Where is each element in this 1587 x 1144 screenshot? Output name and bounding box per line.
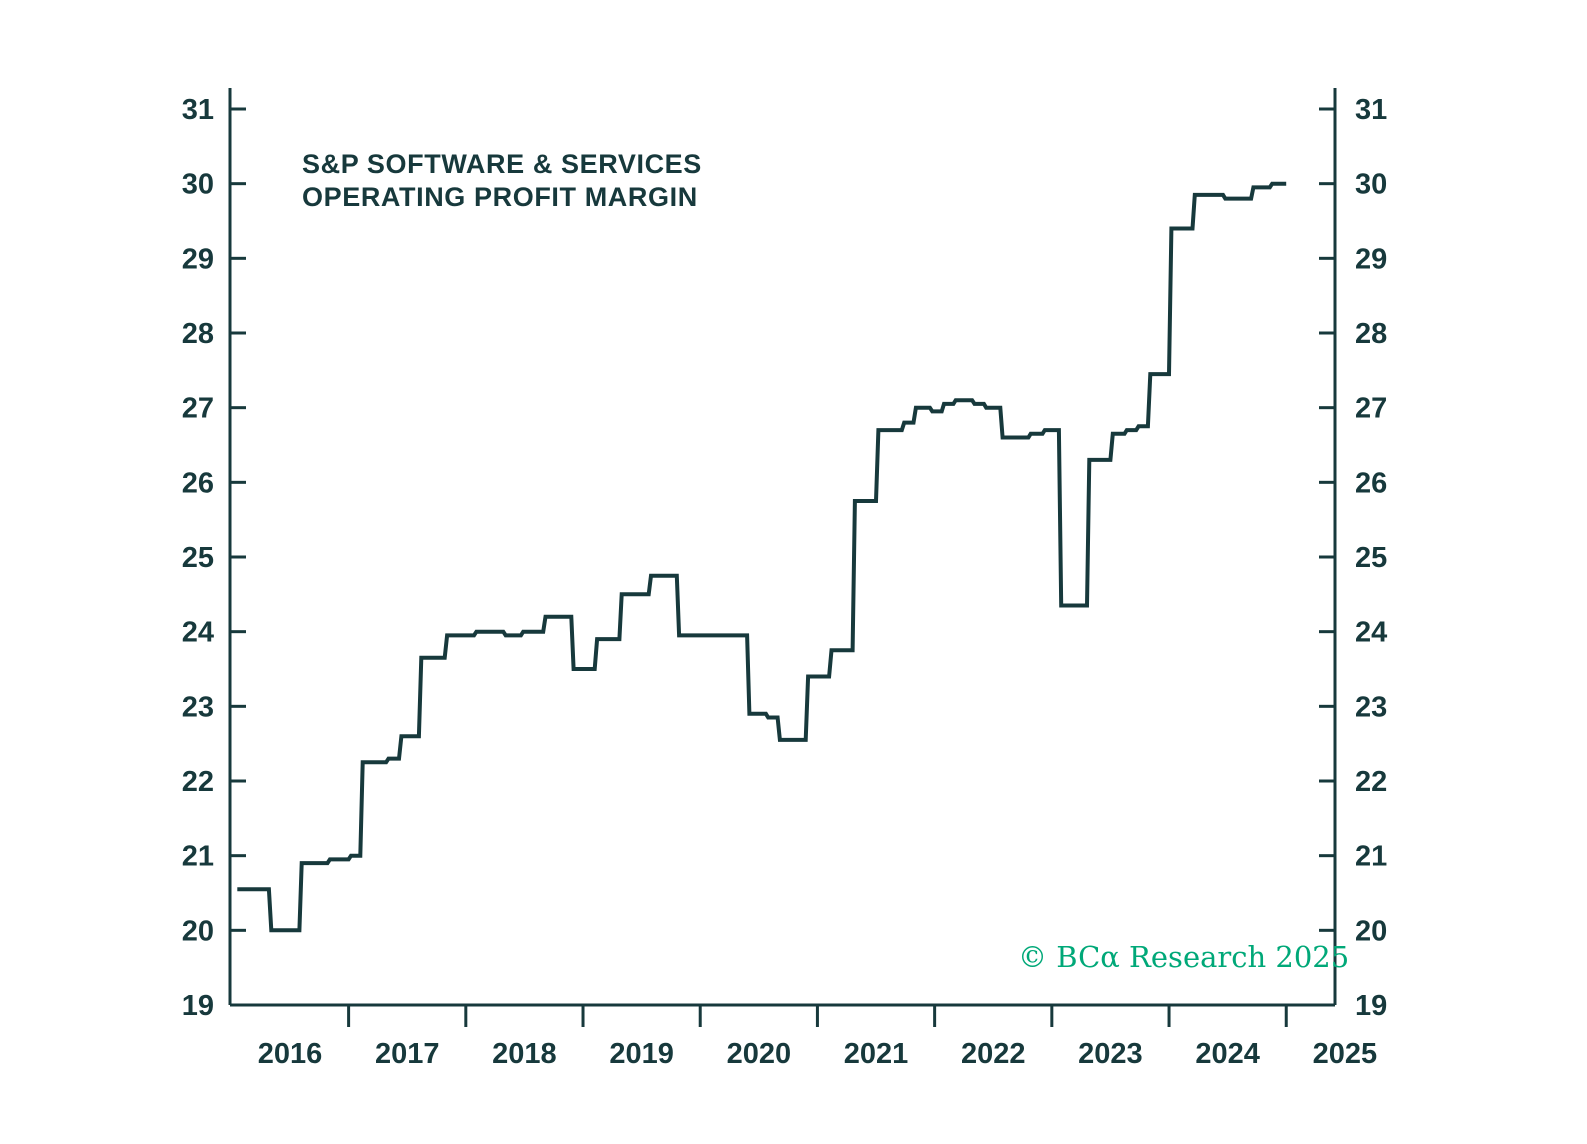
- svg-text:2022: 2022: [961, 1038, 1026, 1070]
- chart-title: S&P SOFTWARE & SERVICES OPERATING PROFIT…: [302, 148, 702, 214]
- svg-text:31: 31: [182, 94, 214, 126]
- svg-text:27: 27: [182, 393, 214, 425]
- y-axis-ticks: [230, 107, 1335, 1007]
- svg-text:27: 27: [1355, 393, 1387, 425]
- x-axis-ticks: [347, 1005, 1288, 1027]
- svg-text:21: 21: [182, 841, 214, 873]
- svg-text:24: 24: [182, 617, 214, 649]
- svg-text:30: 30: [182, 169, 214, 201]
- svg-text:23: 23: [182, 691, 214, 723]
- svg-text:21: 21: [1355, 841, 1387, 873]
- svg-text:24: 24: [1355, 617, 1387, 649]
- svg-text:30: 30: [1355, 169, 1387, 201]
- svg-text:22: 22: [182, 766, 214, 798]
- svg-text:29: 29: [182, 243, 214, 275]
- svg-text:20: 20: [182, 915, 214, 947]
- svg-text:19: 19: [1355, 990, 1387, 1022]
- svg-text:19: 19: [182, 990, 214, 1022]
- y-axis-labels-left: 19 20 21 22 23 24 25 26 27 28 29 30 31: [182, 94, 214, 1022]
- svg-text:2018: 2018: [492, 1038, 557, 1070]
- svg-text:2016: 2016: [258, 1038, 323, 1070]
- series-line: [237, 181, 1287, 933]
- svg-text:20: 20: [1355, 915, 1387, 947]
- svg-text:2021: 2021: [844, 1038, 909, 1070]
- svg-text:23: 23: [1355, 691, 1387, 723]
- svg-text:28: 28: [1355, 318, 1387, 350]
- svg-text:2024: 2024: [1195, 1038, 1260, 1070]
- svg-text:2025: 2025: [1313, 1038, 1378, 1070]
- svg-text:25: 25: [1355, 542, 1387, 574]
- chart-title-line2: OPERATING PROFIT MARGIN: [302, 181, 698, 212]
- svg-text:25: 25: [182, 542, 214, 574]
- axes: [228, 88, 1337, 1007]
- svg-text:22: 22: [1355, 766, 1387, 798]
- svg-text:2020: 2020: [727, 1038, 792, 1070]
- copyright-watermark: © BCα Research 2025: [1018, 940, 1350, 974]
- chart-title-line1: S&P SOFTWARE & SERVICES: [302, 149, 702, 179]
- svg-text:26: 26: [1355, 467, 1387, 499]
- svg-text:26: 26: [182, 467, 214, 499]
- x-axis-labels: 2016 2017 2018 2019 2020 2021 2022 2023 2024 2025: [258, 1038, 1377, 1070]
- svg-text:2023: 2023: [1078, 1038, 1143, 1070]
- svg-text:2019: 2019: [609, 1038, 674, 1070]
- svg-text:28: 28: [182, 318, 214, 350]
- y-axis-labels-right: 19 20 21 22 23 24 25 26 27 28 29 30 31: [1355, 94, 1387, 1022]
- svg-text:31: 31: [1355, 94, 1387, 126]
- svg-text:2017: 2017: [375, 1038, 440, 1070]
- svg-text:29: 29: [1355, 243, 1387, 275]
